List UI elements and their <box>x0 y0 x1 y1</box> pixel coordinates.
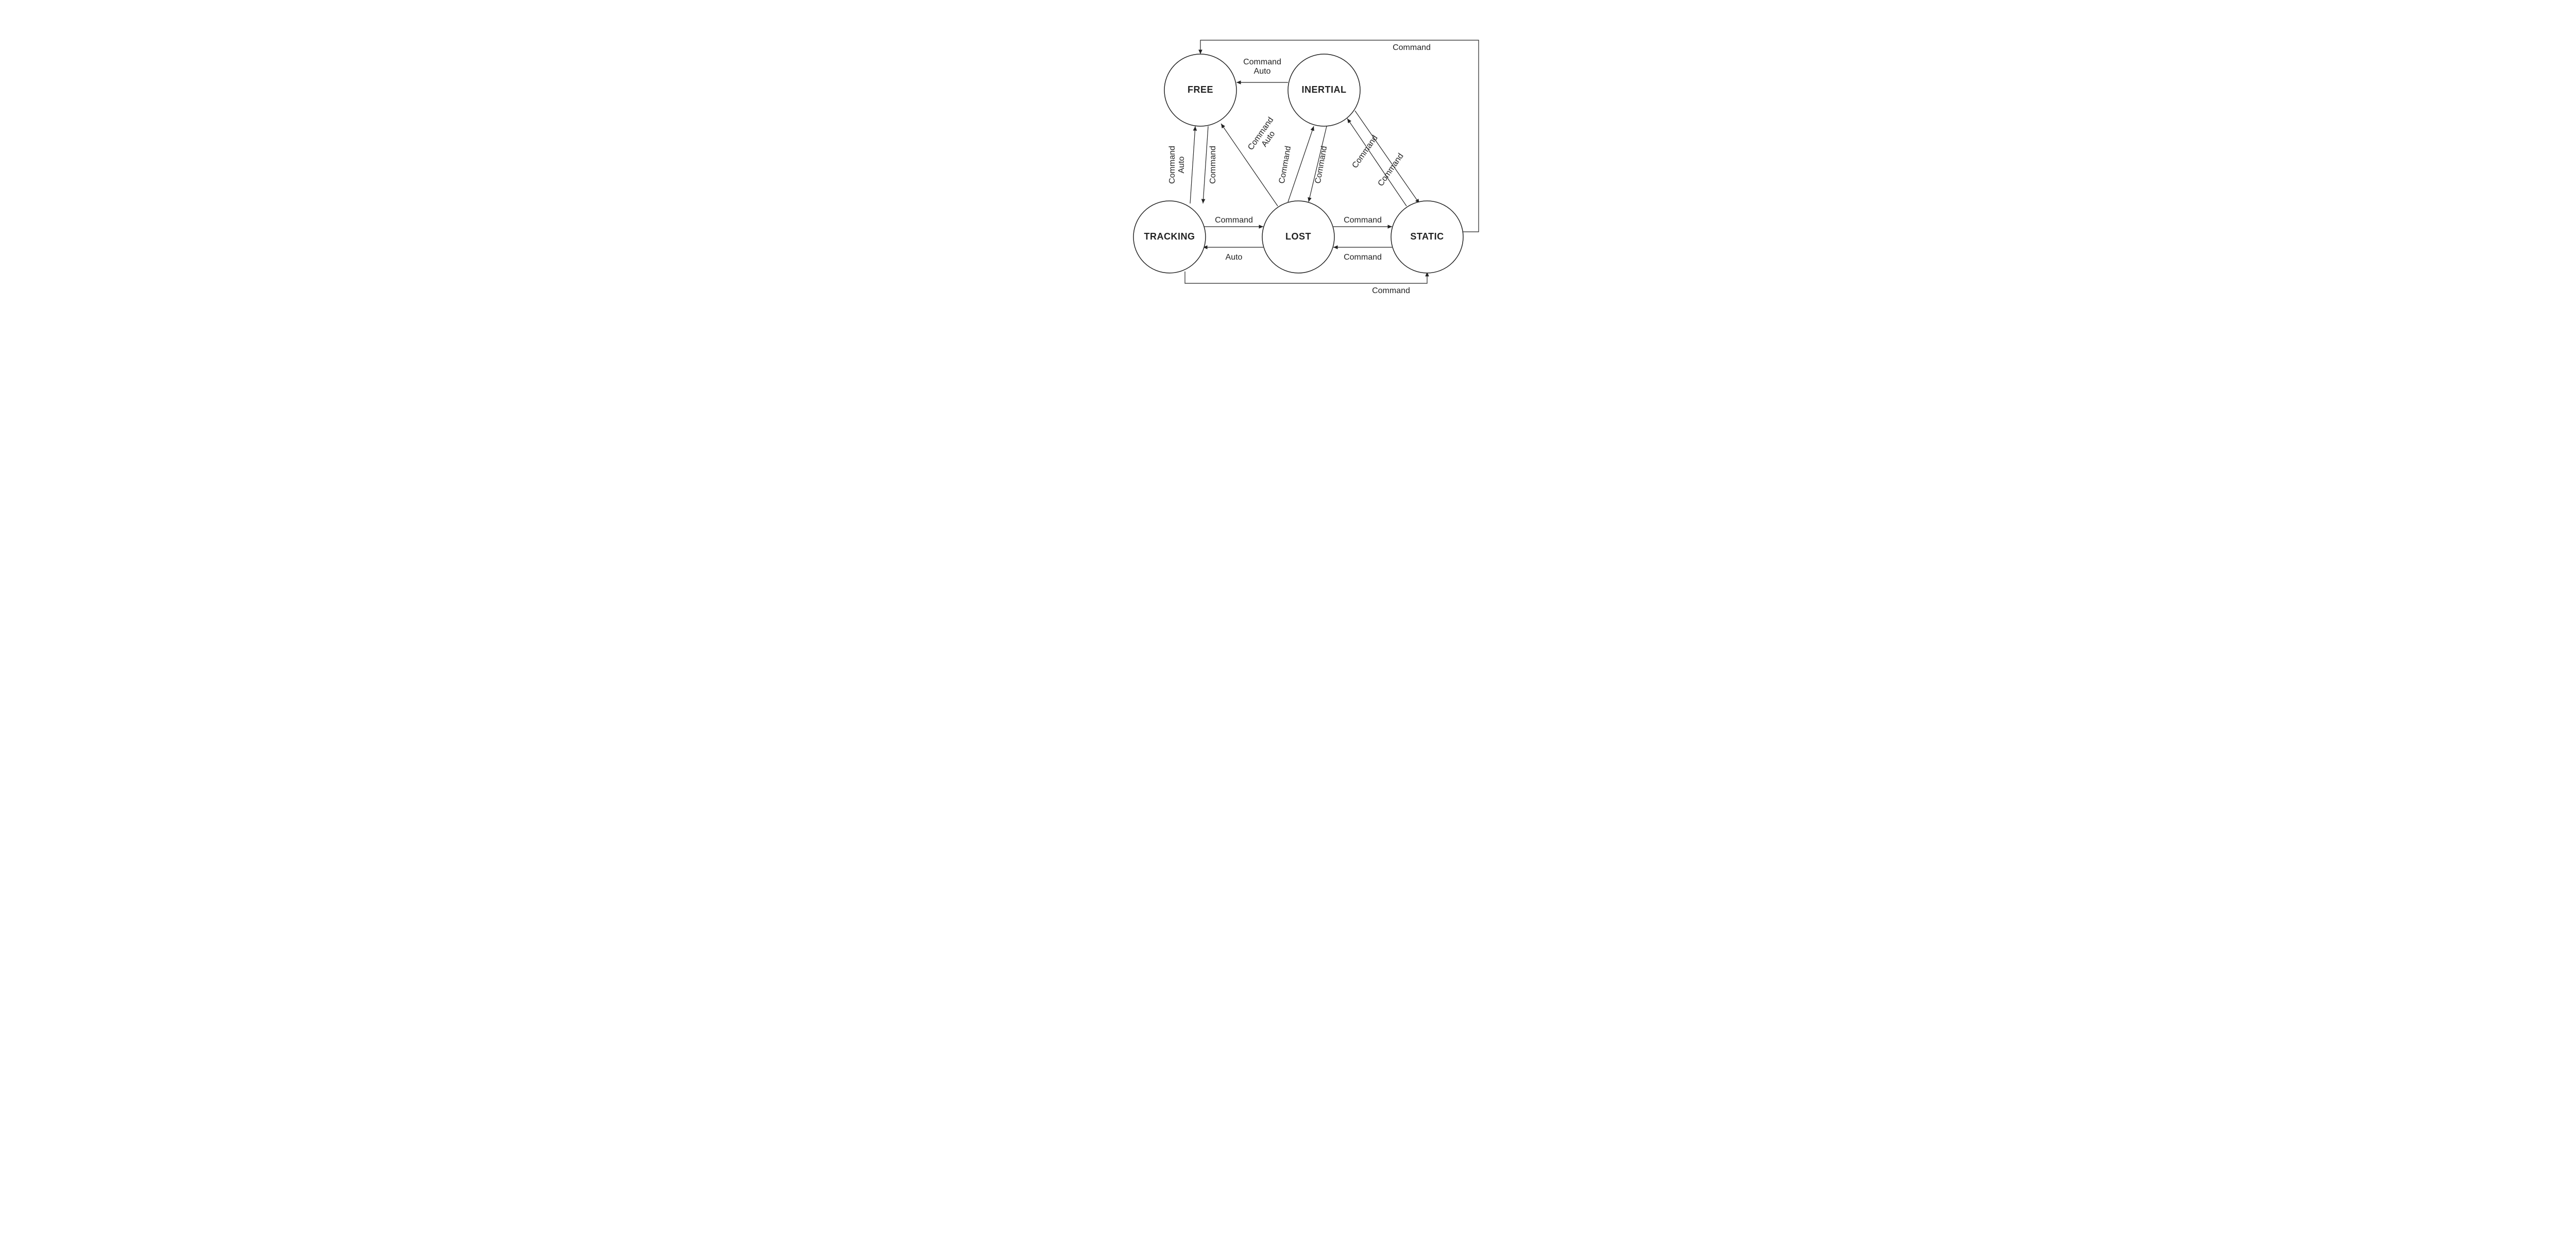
state-diagram: CommandAutoCommandAutoCommandCommandAuto… <box>1030 10 1546 319</box>
edge-label: Command <box>1344 216 1382 225</box>
edge-label: CommandAuto <box>1168 146 1186 184</box>
edge-label: Command <box>1344 253 1382 262</box>
node-label-free: FREE <box>1188 84 1213 95</box>
node-label-inertial: INERTIAL <box>1302 84 1347 95</box>
edge-tracking-free <box>1190 126 1195 203</box>
edge-label: Command <box>1209 146 1217 184</box>
edge-free-tracking <box>1203 126 1208 203</box>
diagram-canvas: CommandAutoCommandAutoCommandCommandAuto… <box>1030 10 1546 319</box>
edge-label: Command <box>1314 145 1329 184</box>
edge-lost-inertial <box>1288 126 1314 202</box>
edge-label: Command <box>1393 43 1431 52</box>
node-label-static: STATIC <box>1410 231 1444 242</box>
edge-label: CommandAuto <box>1243 58 1281 76</box>
edge-label: Command <box>1351 134 1380 170</box>
edge-label: Auto <box>1226 253 1243 262</box>
edge-label: Command <box>1372 286 1410 295</box>
edge-label: Command <box>1215 216 1253 225</box>
edge-label: CommandAuto <box>1246 116 1283 158</box>
node-label-lost: LOST <box>1285 231 1311 242</box>
edge-label: Command <box>1278 145 1293 184</box>
edge-tracking-static <box>1185 271 1427 283</box>
node-label-tracking: TRACKING <box>1144 231 1195 242</box>
